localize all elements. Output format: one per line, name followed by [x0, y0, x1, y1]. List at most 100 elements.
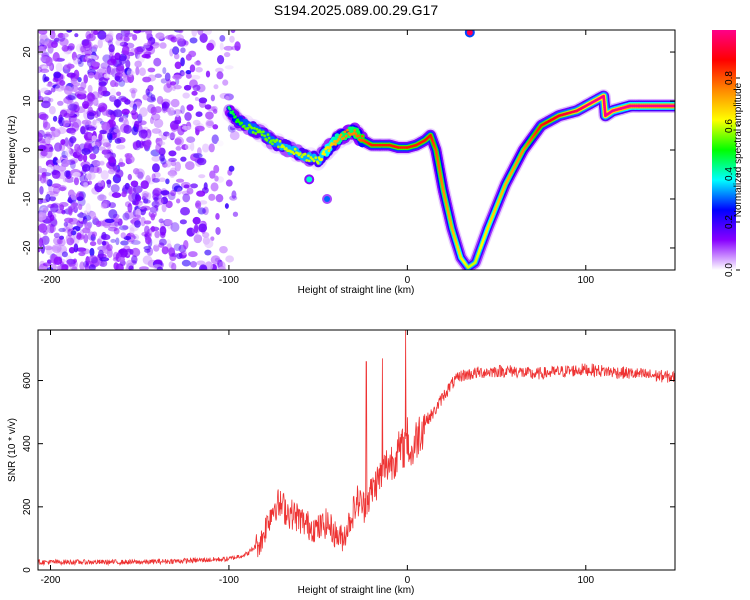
spectrogram-noise-point — [224, 65, 234, 70]
spectrogram-noise-point — [85, 202, 91, 213]
spectrogram-noise-point — [173, 185, 183, 192]
spectrogram-noise-point — [216, 54, 225, 65]
spectrogram-noise-point — [134, 60, 142, 68]
spectrogram-noise-point — [154, 106, 162, 114]
spectrogram-ridge-point — [671, 104, 675, 108]
snr-x-axis-label: Height of straight line (km) — [298, 585, 415, 596]
spectrogram-noise-point — [102, 142, 111, 148]
spectrogram-noise-point — [159, 154, 165, 162]
spectrogram-noise-point — [41, 65, 48, 72]
spectrogram-ridge-point — [645, 104, 649, 108]
spectrogram-ridge-point — [234, 115, 237, 119]
spectrogram-noise-point — [84, 143, 90, 149]
spectrogram-noise-point — [92, 97, 99, 107]
spectrogram-noise-point — [161, 246, 169, 255]
spectrogram-noise-point — [199, 200, 208, 205]
spectrogram-noise-point — [158, 177, 166, 182]
spectrogram-noise-point — [190, 74, 201, 80]
spectrogram-y-tick-label: 0 — [22, 147, 33, 153]
spectrogram-noise-point — [98, 76, 109, 86]
spectrogram-ridge-point — [372, 143, 376, 147]
spectrogram-ridge-point — [271, 142, 274, 146]
spectrogram-noise-point — [195, 66, 203, 73]
spectrogram-noise-point — [170, 123, 179, 132]
spectrogram-noise-point — [48, 105, 56, 115]
spectrogram-noise-point — [212, 124, 219, 130]
spectrogram-noise-point — [97, 146, 106, 151]
spectrogram-ridge-point — [374, 143, 378, 147]
spectrogram-noise-point — [192, 84, 201, 92]
spectrogram-ridge-point — [653, 104, 657, 108]
spectrogram-noise-point — [87, 92, 95, 102]
spectrogram-noise-point — [199, 264, 208, 270]
spectrogram-noise-point — [151, 128, 162, 134]
snr-y-tick-label: 0 — [22, 567, 33, 573]
spectrogram-noise-point — [76, 247, 87, 252]
spectrogram-noise-point — [87, 180, 93, 185]
spectrogram-ridge-point — [260, 133, 264, 137]
spectrogram-noise-point — [171, 85, 176, 91]
spectrogram-noise-point — [117, 162, 126, 167]
spectrogram-noise-point — [130, 233, 140, 241]
snr-x-ticks: -200 -100 0 100 — [40, 330, 595, 586]
spectrogram-noise-point — [144, 225, 150, 235]
spectrogram-y-tick-label: -10 — [22, 191, 33, 206]
spectrogram-noise-point — [124, 201, 132, 208]
spectrogram-noise-point — [63, 221, 68, 227]
spectrogram-noise-point — [210, 182, 219, 192]
spectrogram-noise-point — [87, 132, 93, 138]
spectrogram-noise-point — [210, 94, 215, 102]
spectrogram-noise-point — [89, 241, 97, 247]
spectrogram-noise-point — [58, 238, 66, 247]
spectrogram-noise-point — [70, 130, 76, 136]
spectrogram-noise-point — [194, 125, 205, 132]
spectrogram-noise-point — [53, 37, 60, 42]
spectrogram-ridge-point — [343, 130, 347, 134]
spectrogram-noise-point — [209, 170, 216, 179]
spectrogram-marks — [38, 30, 675, 270]
spectrogram-noise-point — [125, 59, 131, 69]
spectrogram-noise-point — [62, 33, 69, 38]
spectrogram-noise-point — [176, 252, 183, 260]
spectrogram-noise-point — [80, 81, 87, 90]
spectrogram-noise-point — [131, 255, 138, 264]
spectrogram-noise-point — [48, 97, 54, 103]
spectrogram-noise-point — [153, 118, 164, 128]
spectrogram-noise-point — [57, 100, 64, 106]
spectrogram-noise-point — [71, 121, 80, 132]
spectrogram-noise-point — [106, 179, 112, 189]
spectrogram-noise-point — [105, 67, 116, 76]
spectrogram-noise-point — [124, 32, 134, 38]
spectrogram-noise-point — [140, 180, 149, 190]
spectrogram-noise-point — [117, 256, 126, 262]
spectrogram-noise-point — [86, 111, 95, 120]
spectrogram-noise-point — [170, 81, 177, 86]
spectrogram-noise-point — [170, 98, 180, 108]
colorbar-label: Normalized spectral amplitude — [733, 82, 744, 217]
spectrogram-x-tick-label: -100 — [219, 275, 239, 286]
spectrogram-noise-point — [56, 159, 62, 164]
spectrogram-noise-point — [63, 86, 73, 95]
spectrogram-noise-point — [162, 67, 167, 74]
spectrogram-noise-point — [171, 262, 177, 270]
spectrogram-noise-point — [140, 205, 151, 211]
colorbar: 0.0 0.2 0.4 0.6 0.8 Normalized spectral ampl… — [712, 30, 744, 277]
spectrogram-ridge-point — [344, 134, 348, 138]
spectrogram-noise-point — [179, 219, 187, 225]
spectrogram-noise-point — [215, 67, 224, 73]
spectrogram-noise-point — [181, 71, 186, 76]
spectrogram-noise-point — [69, 265, 77, 270]
spectrogram-noise-point — [93, 30, 99, 36]
spectrogram-noise-point — [54, 165, 60, 171]
spectrogram-noise-point — [50, 203, 59, 213]
spectrogram-noise-point — [92, 44, 99, 50]
spectrogram-noise-point — [108, 226, 118, 232]
spectrogram-noise-point — [88, 166, 96, 173]
spectrogram-noise-point — [38, 212, 47, 221]
spectrogram-noise-point — [131, 89, 136, 99]
spectrogram-ridge-point — [669, 104, 673, 108]
spectrogram-noise-point — [108, 44, 115, 53]
spectrogram-noise-point — [59, 51, 69, 59]
spectrogram-noise-point — [38, 95, 44, 102]
spectrogram-noise-point — [123, 245, 131, 251]
